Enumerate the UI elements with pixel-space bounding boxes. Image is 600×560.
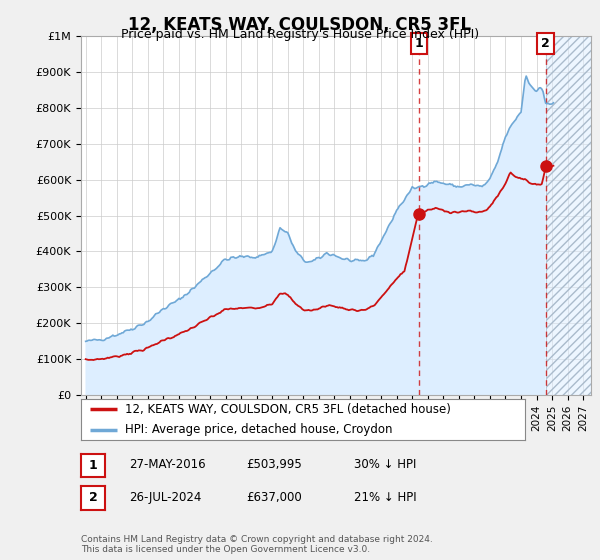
Text: 1: 1 [89,459,97,472]
Text: 27-MAY-2016: 27-MAY-2016 [129,458,206,472]
Text: £637,000: £637,000 [246,491,302,504]
Text: 30% ↓ HPI: 30% ↓ HPI [354,458,416,472]
Text: Price paid vs. HM Land Registry's House Price Index (HPI): Price paid vs. HM Land Registry's House … [121,28,479,41]
Text: 12, KEATS WAY, COULSDON, CR5 3FL (detached house): 12, KEATS WAY, COULSDON, CR5 3FL (detach… [125,403,451,416]
Text: 2: 2 [541,37,550,50]
Text: £503,995: £503,995 [246,458,302,472]
Text: 21% ↓ HPI: 21% ↓ HPI [354,491,416,504]
Text: Contains HM Land Registry data © Crown copyright and database right 2024.
This d: Contains HM Land Registry data © Crown c… [81,535,433,554]
Text: 1: 1 [415,37,423,50]
Text: 2: 2 [89,491,97,505]
Text: 26-JUL-2024: 26-JUL-2024 [129,491,202,504]
Text: 12, KEATS WAY, COULSDON, CR5 3FL: 12, KEATS WAY, COULSDON, CR5 3FL [128,16,472,34]
Text: HPI: Average price, detached house, Croydon: HPI: Average price, detached house, Croy… [125,423,393,436]
